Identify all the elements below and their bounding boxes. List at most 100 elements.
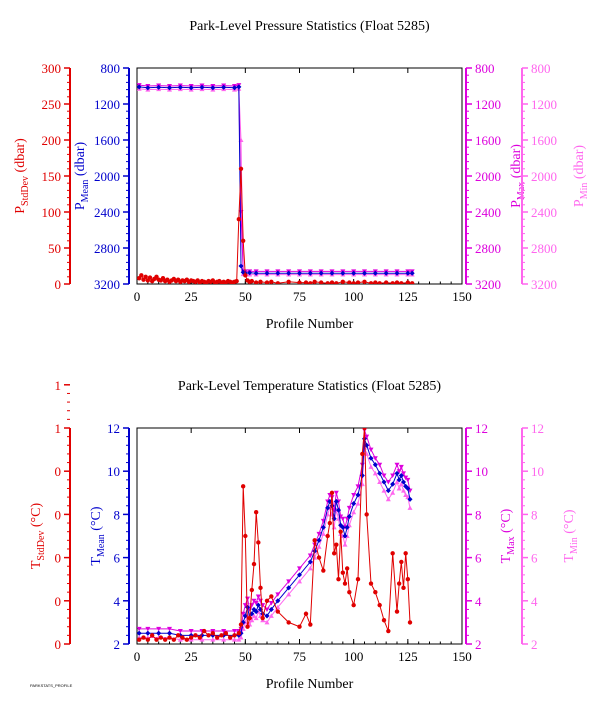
mean-point <box>268 606 274 612</box>
stddev-point <box>269 594 274 599</box>
max-line <box>139 430 411 632</box>
min-tick-label: 8 <box>531 507 538 522</box>
mean-point <box>377 470 383 476</box>
mean-point <box>199 84 205 90</box>
max-point <box>396 469 402 474</box>
stddev-point <box>399 281 404 284</box>
max-point <box>364 434 370 440</box>
min-point <box>342 542 348 547</box>
mean-point <box>156 84 162 90</box>
stddev-axis: 0 50 100 150 200 250 300 PStdDev (dbar) <box>13 61 71 292</box>
min-point <box>385 496 391 502</box>
stddev-point <box>240 238 246 243</box>
min-point <box>221 637 227 642</box>
stddev-series <box>137 166 415 284</box>
mean-axis: 3200 2800 2400 2000 1600 1200 800 PMean (dbar) <box>73 61 130 292</box>
max-point <box>381 473 387 479</box>
stddev-point <box>383 280 389 284</box>
max-point <box>232 629 237 634</box>
max-point <box>145 626 151 632</box>
stddev-point <box>390 281 395 284</box>
stddev-point <box>139 273 144 278</box>
mean-point <box>346 514 352 520</box>
stddev-point <box>210 631 216 636</box>
mean-point <box>409 270 415 276</box>
mean-tick-label: 6 <box>114 551 121 566</box>
stddev-point <box>162 637 168 642</box>
max-tick-label: 1600 <box>475 133 501 148</box>
min-point <box>232 637 237 642</box>
min-tick-label: 2400 <box>531 205 557 220</box>
stddev-point <box>303 280 309 284</box>
stddev-point <box>334 542 339 547</box>
stddev-point <box>316 555 322 560</box>
stddev-point <box>403 551 408 556</box>
x-tick-label: 125 <box>398 289 418 304</box>
x-axis-label: Profile Number <box>266 677 354 692</box>
stddev-point <box>223 631 229 636</box>
stddev-point <box>206 633 211 638</box>
mean-point <box>264 613 270 619</box>
mean-point <box>372 270 378 276</box>
stddev-point <box>355 280 361 284</box>
max-point <box>401 471 406 476</box>
stddev-tick-label: 250 <box>42 97 62 112</box>
min-tick-label: 800 <box>531 61 551 76</box>
stddev-tick-label: 0 <box>55 507 62 522</box>
mean-tick-label: 3200 <box>94 277 120 292</box>
mean-point <box>351 501 357 507</box>
stddev-point <box>243 533 248 539</box>
mean-point <box>398 472 404 479</box>
stddev-point <box>399 559 404 565</box>
stddev-point <box>171 637 177 642</box>
min-line <box>139 447 411 641</box>
mean-point <box>307 270 313 276</box>
stddev-point <box>258 585 263 591</box>
stddev-point <box>175 633 181 638</box>
stddev-point <box>329 490 335 495</box>
mean-point <box>333 498 339 504</box>
stddev-point <box>331 551 337 556</box>
stddev-point <box>243 273 248 278</box>
mean-point <box>335 507 342 513</box>
stddev-point <box>234 278 239 284</box>
mean-axis-label: PMean (dbar) <box>73 142 91 211</box>
mean-point <box>394 470 400 476</box>
stddev-point <box>251 561 257 567</box>
min-point <box>396 485 402 491</box>
min-point <box>372 470 378 476</box>
min-point <box>401 488 406 493</box>
stddev-point <box>275 281 281 284</box>
mean-point <box>394 270 400 276</box>
mean-point <box>264 270 270 276</box>
max-point <box>316 531 322 537</box>
mean-point <box>286 270 292 276</box>
mean-point <box>177 84 183 90</box>
min-point <box>331 524 337 530</box>
stddev-tick-label: 1 <box>55 378 62 393</box>
mean-point <box>372 462 378 468</box>
min-point <box>268 613 274 618</box>
mean-tick-label: 2800 <box>94 241 120 256</box>
stddev-point <box>264 280 270 284</box>
max-point <box>240 611 246 617</box>
stddev-point <box>258 279 263 284</box>
x-tick-label: 50 <box>239 649 252 664</box>
mean-point <box>396 477 402 483</box>
min-tick-label: 2000 <box>531 169 557 184</box>
min-axis-label: TMin (°C) <box>562 509 580 562</box>
x-tick-label: 150 <box>452 649 472 664</box>
stddev-axis-label: PStdDev (dbar) <box>13 138 31 214</box>
stddev-point <box>407 620 413 625</box>
x-tick-label: 150 <box>452 289 472 304</box>
stddev-point <box>312 538 317 543</box>
min-series <box>137 86 415 277</box>
min-tick-label: 10 <box>531 464 544 479</box>
stddev-point <box>214 635 220 640</box>
plot-frame <box>136 427 463 645</box>
stddev-point <box>286 620 291 625</box>
stddev-point <box>184 637 190 642</box>
max-point <box>255 594 261 599</box>
mean-point <box>286 585 292 591</box>
max-tick-label: 3200 <box>475 277 501 292</box>
